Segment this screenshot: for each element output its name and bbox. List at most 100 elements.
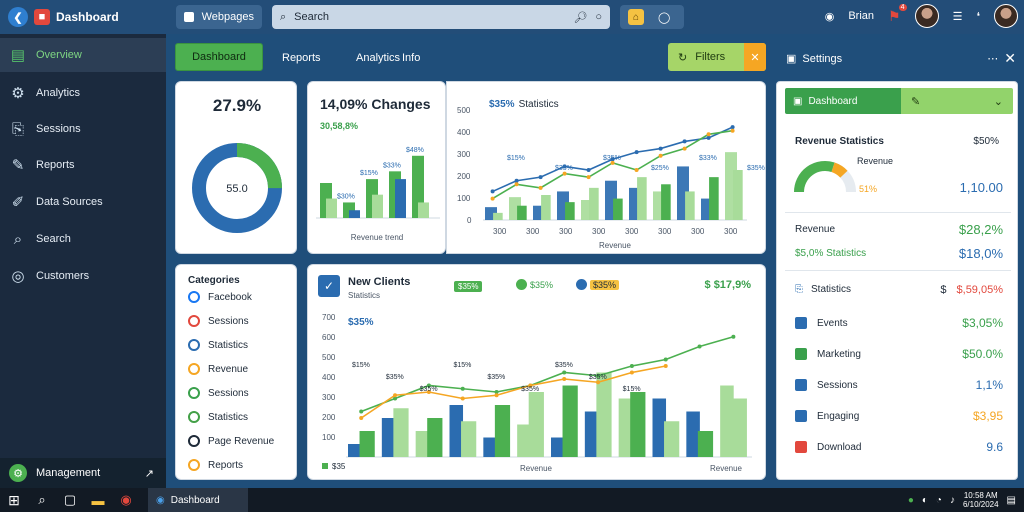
close-filter-icon[interactable]: ✕	[744, 43, 766, 71]
volume-icon[interactable]: ♪	[949, 494, 955, 506]
data-point	[494, 393, 499, 398]
menu-icon[interactable]: ☰	[952, 10, 963, 23]
badge-green: $35%	[454, 281, 483, 292]
expand-icon[interactable]: ↗	[144, 467, 154, 480]
sidebar-footer-label: Management	[36, 467, 101, 479]
category-icon	[188, 363, 200, 375]
right-dashboard-button[interactable]: ▣ Dashboard	[785, 88, 901, 114]
bar	[584, 411, 599, 457]
sidebar-item-customers[interactable]: ◎ Customers	[0, 259, 166, 293]
nav-link-analytics[interactable]: Analytics	[356, 52, 401, 64]
shield-icon[interactable]: ●	[907, 494, 914, 506]
data-point	[562, 171, 567, 176]
alert-icon[interactable]: ⚑ 4	[888, 3, 907, 24]
check-icon[interactable]: ✓	[318, 275, 340, 297]
list-item[interactable]: Sessions	[188, 315, 249, 327]
app-logo[interactable]: ❮ ■ Dashboard	[0, 7, 170, 27]
dashboard-button[interactable]: Dashboard	[175, 43, 263, 71]
bar	[415, 431, 430, 457]
mention-icon[interactable]: ❛	[976, 10, 980, 23]
x-tick-label: 300	[691, 227, 705, 236]
stat-row[interactable]: Download 9.6	[795, 440, 1003, 454]
data-point	[682, 146, 687, 151]
settings-icon: ▣	[786, 53, 797, 65]
sidebar-item-data-sources[interactable]: ✐ Data Sources	[0, 185, 166, 219]
start-icon[interactable]: ⊞	[8, 491, 20, 508]
more-icon[interactable]: ⋯	[987, 53, 999, 65]
right-edit-button[interactable]: ✎ ⌄	[901, 88, 1013, 114]
sidebar-footer[interactable]: ⚙ Management ↗	[0, 458, 166, 488]
wifi-icon[interactable]: ◔	[935, 494, 942, 506]
notification-icon[interactable]: ⌂	[628, 9, 644, 25]
bar	[589, 187, 599, 220]
sidebar-item-analytics[interactable]: ⚙ Analytics	[0, 76, 166, 110]
data-point	[596, 373, 601, 378]
clock[interactable]: 10:58 AM 6/10/2024	[963, 491, 999, 509]
status-icon[interactable]: ◯	[658, 11, 671, 24]
bar	[449, 405, 464, 457]
notification-group[interactable]: ⌂ ◯	[620, 5, 684, 29]
sessions-icon: ⎘	[11, 120, 24, 138]
browser-icon[interactable]: ◉	[120, 492, 132, 507]
refresh-icon[interactable]: ○	[595, 11, 602, 23]
stat-row[interactable]: Events $3,05%	[795, 316, 1003, 330]
profile-avatar[interactable]	[994, 4, 1018, 28]
active-app[interactable]: ◉ Dashboard	[148, 488, 248, 512]
nav-link-info[interactable]: Info	[402, 52, 421, 64]
x-tick-label: 300	[625, 227, 639, 236]
list-item[interactable]: Reports	[188, 459, 243, 471]
bar	[630, 392, 646, 457]
search-input[interactable]: ⌕ Search 🔎︎ ○	[272, 5, 610, 29]
task-view-icon[interactable]: ▢	[63, 492, 77, 507]
app-title: Dashboard	[56, 10, 119, 24]
tab-webpages[interactable]: Webpages	[176, 5, 262, 29]
nav-link-reports[interactable]: Reports	[282, 52, 321, 64]
data-label: $33%	[555, 165, 573, 172]
sidebar-item-overview[interactable]: ▤ Overview	[0, 38, 166, 72]
category-icon	[188, 291, 200, 303]
list-item[interactable]: Page Revenue	[188, 435, 274, 447]
stat-swatch	[795, 410, 807, 422]
gauge-total: 1,10.00	[959, 180, 1003, 195]
sidebar-item-search[interactable]: ⌕ Search	[0, 222, 166, 256]
user-status-icon[interactable]: ◉	[824, 10, 835, 23]
close-icon[interactable]: ✕	[1004, 50, 1016, 66]
list-item[interactable]: Revenue	[188, 363, 248, 375]
data-point	[490, 196, 495, 201]
network-icon[interactable]: ◐	[921, 494, 928, 506]
search-icon[interactable]: ⌕	[38, 492, 46, 507]
y-tick-label: 200	[457, 172, 471, 181]
stat-value: 1,1%	[975, 378, 1003, 392]
bar	[613, 198, 623, 220]
stat-row[interactable]: Sessions 1,1%	[795, 378, 1003, 392]
list-item[interactable]: Sessions	[188, 387, 249, 399]
sidebar-item-reports[interactable]: ✎ Reports	[0, 148, 166, 182]
filters-button[interactable]: ↻ Filters ✕	[668, 43, 766, 71]
x-tick-label: 300	[658, 227, 672, 236]
category-icon	[188, 459, 200, 471]
bar	[731, 398, 747, 457]
list-item[interactable]: Statistics	[188, 411, 248, 423]
data-point	[562, 377, 567, 381]
list-item[interactable]: Statistics	[188, 339, 248, 351]
x-tick-label: 300	[493, 227, 507, 236]
list-item[interactable]: Facebook	[188, 291, 252, 303]
zoom-icon[interactable]: 🔎︎	[573, 11, 588, 24]
data-label: $35%	[589, 374, 607, 381]
sidebar-item-label: Data Sources	[36, 196, 103, 208]
avatar[interactable]	[914, 4, 939, 28]
stat-row[interactable]: Engaging $3,95	[795, 409, 1003, 423]
bar	[381, 418, 396, 457]
stat-row[interactable]: Marketing $50.0%	[795, 347, 1003, 361]
list-item-label: Sessions	[208, 315, 249, 327]
sidebar-item-sessions[interactable]: ⎘ Sessions	[0, 112, 166, 146]
notifications-icon[interactable]: ▤	[1006, 494, 1016, 506]
bar	[372, 194, 383, 218]
bar	[596, 372, 612, 457]
data-label: $30%	[337, 193, 355, 200]
folder-icon[interactable]: ▬	[91, 492, 105, 508]
list-item-label: Sessions	[208, 387, 249, 399]
data-point	[731, 334, 736, 339]
back-icon[interactable]: ❮	[8, 7, 28, 27]
edit-icon: ✎	[911, 95, 921, 108]
